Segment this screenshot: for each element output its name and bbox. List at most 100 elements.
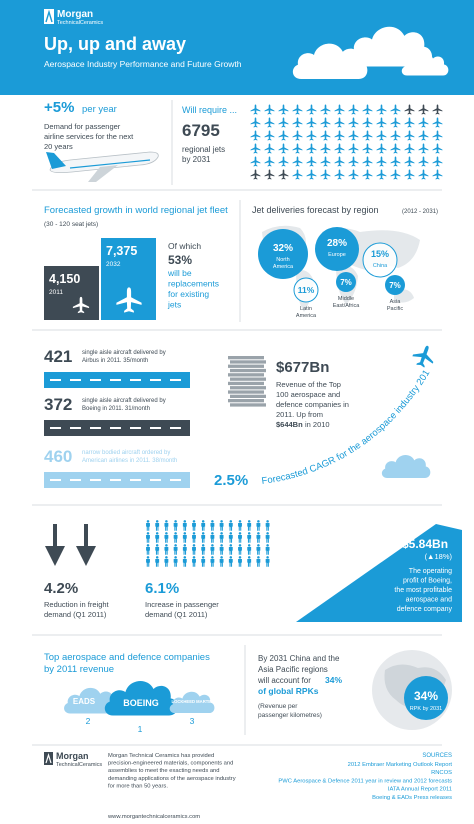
- person-icon: [210, 532, 215, 543]
- runway-dash: [110, 427, 121, 429]
- deliveries-regions-value: 32%: [273, 243, 293, 254]
- rpk-desc: By 2031 China and the: [258, 654, 340, 663]
- footer-url: www.morgantechnicalceramics.com: [107, 814, 200, 820]
- person-icon: [192, 532, 196, 543]
- footer-sources: RNCOS: [431, 770, 452, 776]
- person-icon: [201, 520, 206, 531]
- footer-about: precision-engineered materials, componen…: [108, 761, 233, 767]
- person-icon: [219, 532, 224, 543]
- plane-icon: [264, 143, 275, 154]
- runway-dash: [170, 427, 181, 429]
- header-title: Up, up and away: [44, 34, 186, 54]
- revenue-value: $677Bn: [276, 359, 329, 376]
- plane-icon: [320, 117, 331, 128]
- fleet-desc: for existing: [168, 289, 209, 299]
- fleet-desc: jets: [167, 300, 181, 310]
- person-icon: [155, 556, 160, 567]
- person-icon: [192, 544, 196, 555]
- plane-icon: [334, 169, 345, 180]
- logo-mark-cut: [45, 752, 52, 764]
- aircraft-desc: narrow bodied aircraft ordered by: [82, 450, 170, 456]
- rpk-desc: Asia Pacific regions: [258, 665, 328, 674]
- person-icon: [265, 556, 270, 567]
- footer-about: for more than 50 years.: [108, 783, 168, 789]
- plane-icon: [404, 130, 415, 141]
- header-logo-name: Morgan: [57, 9, 93, 20]
- deliveries-regions-label: America: [273, 264, 294, 270]
- plane-icon: [390, 169, 401, 180]
- rpk-note: (Revenue per: [258, 703, 298, 710]
- footer-sources: IATA Annual Report 2011: [388, 787, 452, 793]
- plane-icon: [376, 117, 387, 128]
- person-icon: [155, 544, 160, 555]
- stack-bar: [228, 390, 264, 394]
- fleet-desc: will be: [167, 268, 192, 278]
- plane-icon: [292, 169, 303, 180]
- deliveries-regions-label: Middle: [338, 296, 354, 302]
- plane-icon: [376, 156, 387, 167]
- runway-dash: [70, 379, 81, 381]
- aircraft-value: 372: [44, 395, 72, 414]
- boeing-desc: aerospace and: [406, 597, 452, 604]
- aircraft-desc: single aisle aircraft delivered by: [82, 350, 166, 356]
- stack-bar: [230, 403, 266, 407]
- stack-bar: [230, 368, 266, 373]
- deliveries-title: Jet deliveries forecast by region: [252, 205, 379, 215]
- footer-about: Morgan Technical Ceramics has provided: [108, 753, 214, 759]
- person-icon: [228, 556, 233, 567]
- runway-dash: [50, 479, 61, 481]
- boeing-desc: The operating: [409, 568, 452, 575]
- plane-icon: [264, 130, 275, 141]
- person-icon: [192, 520, 196, 531]
- airliner-wing: [88, 165, 118, 182]
- plane-icon: [334, 143, 345, 154]
- plane-icon: [278, 156, 289, 167]
- plane-icon: [348, 117, 359, 128]
- person-icon: [182, 532, 187, 543]
- plane-icon: [292, 143, 303, 154]
- rpk-badge-label: RPK by 2031: [410, 706, 442, 712]
- jets-intro: Will require ...: [182, 105, 237, 115]
- stack-bar: [230, 377, 266, 381]
- arrow-shaft: [84, 524, 88, 548]
- footer-sources: 2012 Embraer Marketing Outlook Report: [348, 762, 453, 768]
- footer-sources-title: SOURCES: [422, 753, 452, 759]
- stack-bar: [230, 386, 266, 390]
- aircraft-desc: American airlines in 2011. 38/month: [82, 458, 177, 464]
- freight-desc: demand (Q1 2011): [44, 610, 107, 619]
- logo-mark: [44, 752, 53, 765]
- person-icon: [247, 556, 252, 567]
- boeing-desc: profit of Boeing,: [403, 578, 452, 585]
- plane-icon: [292, 117, 303, 128]
- fleet-bars-value: 4,150: [49, 272, 80, 286]
- person-icon: [238, 556, 242, 567]
- rpk-badge-value: 34%: [414, 689, 438, 703]
- person-icon: [247, 532, 252, 543]
- person-icon: [164, 544, 169, 555]
- plane-icon: [362, 143, 373, 154]
- footer-sources: PWC Aerospace & Defence 2011 year in rev…: [278, 778, 452, 784]
- rpk-desc: will account for: [257, 676, 311, 685]
- companies-ranks-rank: 3: [190, 716, 195, 726]
- plane-icon: [320, 130, 331, 141]
- logo-mark: [44, 9, 54, 24]
- aircraft-desc: Airbus in 2011. 35/month: [82, 358, 148, 364]
- plane-icon: [292, 130, 303, 141]
- plane-icon: [334, 104, 345, 115]
- plane-icon: [348, 143, 359, 154]
- person-icon: [219, 544, 224, 555]
- demand-desc: Demand for passenger: [44, 122, 121, 131]
- person-icon: [155, 532, 160, 543]
- plane-icon: [348, 156, 359, 167]
- deliveries-regions-value: 7%: [389, 281, 401, 290]
- region-bubble: [385, 275, 405, 295]
- deliveries-regions-label: Asia: [390, 299, 402, 305]
- plane-icon: [320, 143, 331, 154]
- plane-icon: [362, 156, 373, 167]
- deliveries-regions-value: 15%: [371, 249, 389, 259]
- person-icon: [155, 520, 160, 531]
- person-icon: [265, 532, 270, 543]
- plane-icon: [432, 117, 443, 128]
- plane-icon: [250, 169, 261, 180]
- person-icon: [173, 544, 178, 555]
